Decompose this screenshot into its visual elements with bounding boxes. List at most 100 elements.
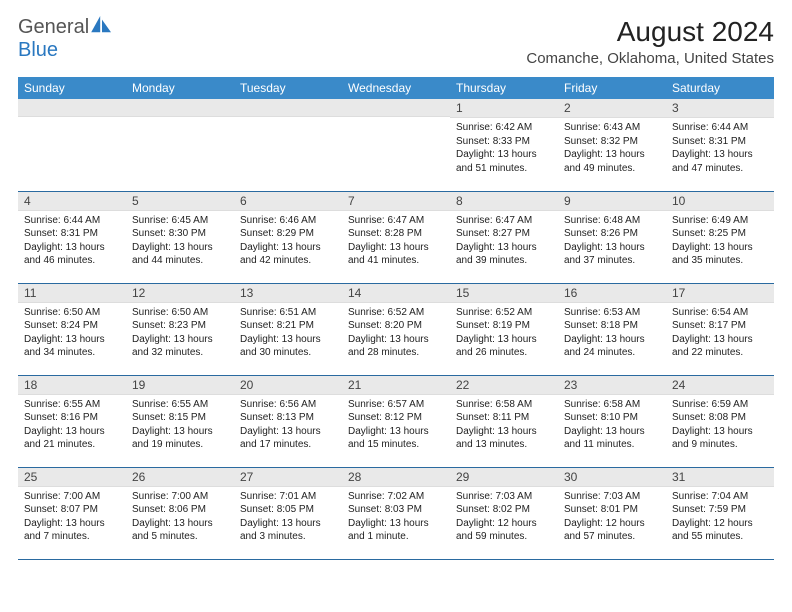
calendar-cell: 6Sunrise: 6:46 AMSunset: 8:29 PMDaylight… <box>234 191 342 283</box>
day-details: Sunrise: 6:56 AMSunset: 8:13 PMDaylight:… <box>234 395 342 455</box>
weekday-header: Sunday <box>18 77 126 99</box>
calendar-cell <box>18 99 126 191</box>
day-number: 21 <box>342 376 450 395</box>
location-label: Comanche, Oklahoma, United States <box>526 50 774 67</box>
calendar-row: 25Sunrise: 7:00 AMSunset: 8:07 PMDayligh… <box>18 467 774 559</box>
calendar-cell: 5Sunrise: 6:45 AMSunset: 8:30 PMDaylight… <box>126 191 234 283</box>
day-number: 31 <box>666 468 774 487</box>
calendar-cell: 30Sunrise: 7:03 AMSunset: 8:01 PMDayligh… <box>558 467 666 559</box>
day-details: Sunrise: 6:59 AMSunset: 8:08 PMDaylight:… <box>666 395 774 455</box>
calendar-cell: 9Sunrise: 6:48 AMSunset: 8:26 PMDaylight… <box>558 191 666 283</box>
day-number: 5 <box>126 192 234 211</box>
calendar-cell: 12Sunrise: 6:50 AMSunset: 8:23 PMDayligh… <box>126 283 234 375</box>
empty-day-number <box>234 99 342 117</box>
day-number: 20 <box>234 376 342 395</box>
calendar-cell: 18Sunrise: 6:55 AMSunset: 8:16 PMDayligh… <box>18 375 126 467</box>
day-number: 3 <box>666 99 774 118</box>
day-details: Sunrise: 6:48 AMSunset: 8:26 PMDaylight:… <box>558 211 666 271</box>
calendar-cell: 3Sunrise: 6:44 AMSunset: 8:31 PMDaylight… <box>666 99 774 191</box>
day-number: 15 <box>450 284 558 303</box>
day-details: Sunrise: 6:53 AMSunset: 8:18 PMDaylight:… <box>558 303 666 363</box>
day-details: Sunrise: 7:03 AMSunset: 8:02 PMDaylight:… <box>450 487 558 547</box>
weekday-header: Wednesday <box>342 77 450 99</box>
day-details: Sunrise: 6:50 AMSunset: 8:24 PMDaylight:… <box>18 303 126 363</box>
day-details: Sunrise: 6:42 AMSunset: 8:33 PMDaylight:… <box>450 118 558 178</box>
day-details: Sunrise: 6:43 AMSunset: 8:32 PMDaylight:… <box>558 118 666 178</box>
day-number: 7 <box>342 192 450 211</box>
empty-day-number <box>18 99 126 117</box>
day-details: Sunrise: 7:00 AMSunset: 8:07 PMDaylight:… <box>18 487 126 547</box>
weekday-header: Saturday <box>666 77 774 99</box>
calendar-grid: SundayMondayTuesdayWednesdayThursdayFrid… <box>18 77 774 560</box>
page-header: General Blue August 2024 Comanche, Oklah… <box>18 16 774 67</box>
day-details: Sunrise: 7:01 AMSunset: 8:05 PMDaylight:… <box>234 487 342 547</box>
weekday-header: Friday <box>558 77 666 99</box>
day-details: Sunrise: 6:54 AMSunset: 8:17 PMDaylight:… <box>666 303 774 363</box>
day-details: Sunrise: 6:55 AMSunset: 8:15 PMDaylight:… <box>126 395 234 455</box>
day-details: Sunrise: 6:58 AMSunset: 8:10 PMDaylight:… <box>558 395 666 455</box>
day-number: 6 <box>234 192 342 211</box>
calendar-body: 1Sunrise: 6:42 AMSunset: 8:33 PMDaylight… <box>18 99 774 559</box>
day-details: Sunrise: 6:57 AMSunset: 8:12 PMDaylight:… <box>342 395 450 455</box>
calendar-cell: 19Sunrise: 6:55 AMSunset: 8:15 PMDayligh… <box>126 375 234 467</box>
day-number: 11 <box>18 284 126 303</box>
calendar-cell: 21Sunrise: 6:57 AMSunset: 8:12 PMDayligh… <box>342 375 450 467</box>
calendar-row: 4Sunrise: 6:44 AMSunset: 8:31 PMDaylight… <box>18 191 774 283</box>
calendar-cell: 8Sunrise: 6:47 AMSunset: 8:27 PMDaylight… <box>450 191 558 283</box>
calendar-cell: 22Sunrise: 6:58 AMSunset: 8:11 PMDayligh… <box>450 375 558 467</box>
day-number: 8 <box>450 192 558 211</box>
day-details: Sunrise: 6:55 AMSunset: 8:16 PMDaylight:… <box>18 395 126 455</box>
calendar-cell: 7Sunrise: 6:47 AMSunset: 8:28 PMDaylight… <box>342 191 450 283</box>
day-number: 27 <box>234 468 342 487</box>
day-details: Sunrise: 6:50 AMSunset: 8:23 PMDaylight:… <box>126 303 234 363</box>
calendar-cell: 15Sunrise: 6:52 AMSunset: 8:19 PMDayligh… <box>450 283 558 375</box>
day-details: Sunrise: 6:44 AMSunset: 8:31 PMDaylight:… <box>18 211 126 271</box>
day-number: 23 <box>558 376 666 395</box>
day-details: Sunrise: 6:47 AMSunset: 8:27 PMDaylight:… <box>450 211 558 271</box>
empty-day-number <box>126 99 234 117</box>
calendar-cell: 28Sunrise: 7:02 AMSunset: 8:03 PMDayligh… <box>342 467 450 559</box>
day-number: 19 <box>126 376 234 395</box>
calendar-cell: 2Sunrise: 6:43 AMSunset: 8:32 PMDaylight… <box>558 99 666 191</box>
day-number: 9 <box>558 192 666 211</box>
calendar-cell <box>342 99 450 191</box>
calendar-row: 11Sunrise: 6:50 AMSunset: 8:24 PMDayligh… <box>18 283 774 375</box>
calendar-row: 18Sunrise: 6:55 AMSunset: 8:16 PMDayligh… <box>18 375 774 467</box>
day-details: Sunrise: 6:52 AMSunset: 8:20 PMDaylight:… <box>342 303 450 363</box>
day-details: Sunrise: 6:51 AMSunset: 8:21 PMDaylight:… <box>234 303 342 363</box>
day-details: Sunrise: 7:04 AMSunset: 7:59 PMDaylight:… <box>666 487 774 547</box>
day-details: Sunrise: 7:03 AMSunset: 8:01 PMDaylight:… <box>558 487 666 547</box>
weekday-header: Monday <box>126 77 234 99</box>
weekday-header: Tuesday <box>234 77 342 99</box>
calendar-cell: 11Sunrise: 6:50 AMSunset: 8:24 PMDayligh… <box>18 283 126 375</box>
weekday-header: Thursday <box>450 77 558 99</box>
calendar-cell: 24Sunrise: 6:59 AMSunset: 8:08 PMDayligh… <box>666 375 774 467</box>
day-number: 30 <box>558 468 666 487</box>
calendar-cell: 13Sunrise: 6:51 AMSunset: 8:21 PMDayligh… <box>234 283 342 375</box>
calendar-cell <box>126 99 234 191</box>
calendar-cell: 29Sunrise: 7:03 AMSunset: 8:02 PMDayligh… <box>450 467 558 559</box>
brand-part2: Blue <box>18 39 58 61</box>
day-details: Sunrise: 6:58 AMSunset: 8:11 PMDaylight:… <box>450 395 558 455</box>
calendar-cell: 26Sunrise: 7:00 AMSunset: 8:06 PMDayligh… <box>126 467 234 559</box>
day-details: Sunrise: 6:49 AMSunset: 8:25 PMDaylight:… <box>666 211 774 271</box>
day-number: 18 <box>18 376 126 395</box>
calendar-cell: 20Sunrise: 6:56 AMSunset: 8:13 PMDayligh… <box>234 375 342 467</box>
day-number: 28 <box>342 468 450 487</box>
brand-part1: General <box>18 16 89 38</box>
day-number: 16 <box>558 284 666 303</box>
brand-logo: General Blue <box>18 16 113 62</box>
day-details: Sunrise: 7:00 AMSunset: 8:06 PMDaylight:… <box>126 487 234 547</box>
title-block: August 2024 Comanche, Oklahoma, United S… <box>526 16 774 67</box>
calendar-cell: 17Sunrise: 6:54 AMSunset: 8:17 PMDayligh… <box>666 283 774 375</box>
day-details: Sunrise: 6:44 AMSunset: 8:31 PMDaylight:… <box>666 118 774 178</box>
day-number: 13 <box>234 284 342 303</box>
day-number: 29 <box>450 468 558 487</box>
day-details: Sunrise: 6:45 AMSunset: 8:30 PMDaylight:… <box>126 211 234 271</box>
calendar-cell: 4Sunrise: 6:44 AMSunset: 8:31 PMDaylight… <box>18 191 126 283</box>
day-number: 1 <box>450 99 558 118</box>
day-number: 14 <box>342 284 450 303</box>
day-number: 24 <box>666 376 774 395</box>
calendar-cell: 14Sunrise: 6:52 AMSunset: 8:20 PMDayligh… <box>342 283 450 375</box>
calendar-cell: 1Sunrise: 6:42 AMSunset: 8:33 PMDaylight… <box>450 99 558 191</box>
